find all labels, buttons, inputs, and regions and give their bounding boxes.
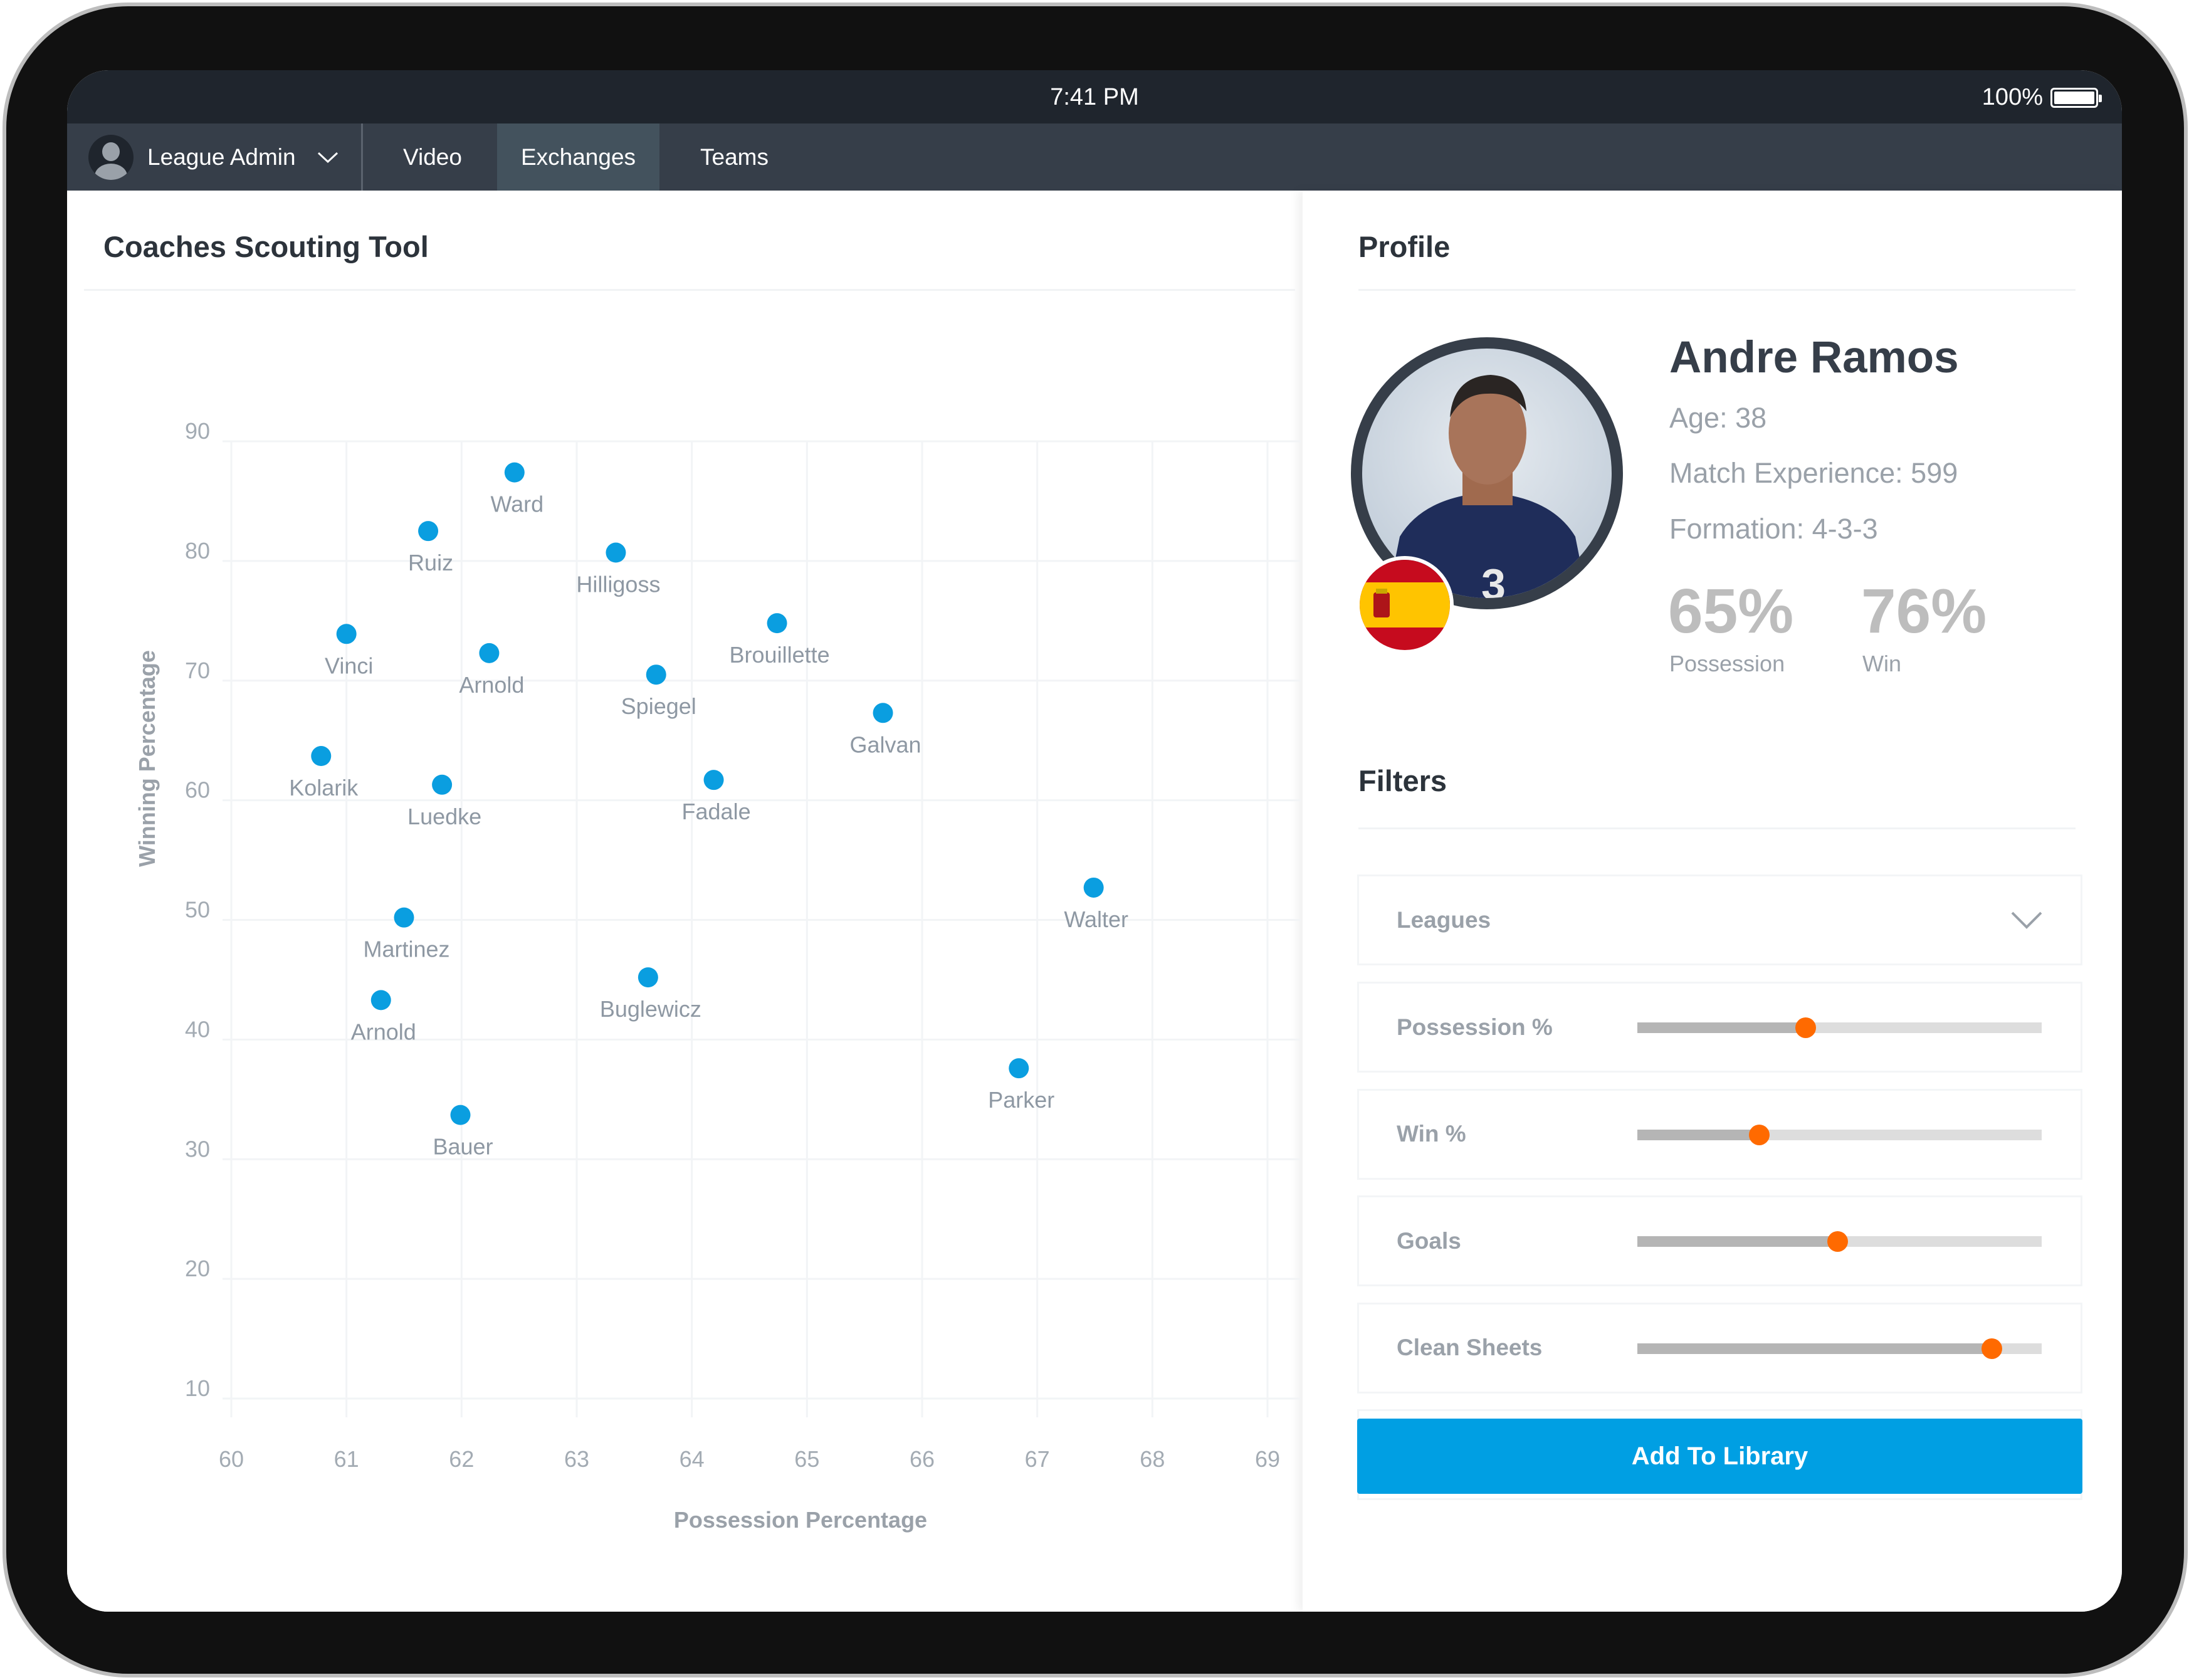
page-title: Coaches Scouting Tool xyxy=(103,230,429,263)
possession-stat: 65% xyxy=(1668,576,1794,646)
battery-icon xyxy=(2050,87,2102,108)
tab-video[interactable]: Video xyxy=(363,123,502,191)
divider xyxy=(1358,827,2076,829)
nav-divider xyxy=(361,123,363,191)
divider xyxy=(84,289,1295,291)
status-bar: 7:41 PM 100% xyxy=(67,70,2122,123)
battery-percent: 100% xyxy=(1981,84,2043,110)
filter-slider[interactable] xyxy=(1637,1017,2042,1038)
divider xyxy=(1358,289,2076,291)
slider-thumb[interactable] xyxy=(1795,1017,1816,1038)
avatar-icon xyxy=(88,134,134,180)
chevron-down-icon xyxy=(317,152,338,163)
add-to-library-button[interactable]: Add To Library xyxy=(1357,1419,2082,1494)
slider-thumb[interactable] xyxy=(1981,1338,2003,1359)
clock: 7:41 PM xyxy=(1050,84,1139,110)
profile-title: Profile xyxy=(1358,230,1451,263)
user-menu[interactable]: League Admin xyxy=(88,123,339,191)
tab-teams[interactable]: Teams xyxy=(659,123,809,191)
leagues-label: Leagues xyxy=(1397,906,1491,933)
filter-label: Goals xyxy=(1397,1227,1461,1254)
slider-fill xyxy=(1637,1022,1805,1033)
win-label: Win xyxy=(1862,651,1901,676)
filter-slider[interactable] xyxy=(1637,1231,2042,1252)
leagues-dropdown[interactable]: Leagues xyxy=(1357,874,2082,965)
coach-formation: Formation: 4-3-3 xyxy=(1669,513,1878,545)
slider-fill xyxy=(1637,1129,1759,1140)
coach-name: Andre Ramos xyxy=(1669,333,1959,382)
win-stat: 76% xyxy=(1861,576,1987,646)
chevron-down-icon xyxy=(2011,911,2042,929)
slider-thumb[interactable] xyxy=(1748,1124,1770,1145)
filter-row: Goals xyxy=(1357,1195,2082,1286)
slider-fill xyxy=(1637,1236,1838,1247)
tab-label: Exchanges xyxy=(520,144,636,170)
user-name: League Admin xyxy=(147,144,296,170)
slider-thumb[interactable] xyxy=(1827,1231,1849,1252)
filter-row: Clean Sheets xyxy=(1357,1302,2082,1394)
filters-title: Filters xyxy=(1358,764,1447,797)
filter-slider[interactable] xyxy=(1637,1338,2042,1359)
tab-label: Video xyxy=(403,144,462,170)
slider-fill xyxy=(1637,1343,1992,1354)
filter-row: Win % xyxy=(1357,1088,2082,1180)
nav-bar: League Admin Video Exchanges Teams xyxy=(67,123,2122,191)
possession-label: Possession xyxy=(1669,651,1785,676)
filter-label: Clean Sheets xyxy=(1397,1335,1543,1360)
filter-slider[interactable] xyxy=(1637,1124,2042,1145)
tab-label: Teams xyxy=(700,144,769,170)
coach-experience: Match Experience: 599 xyxy=(1669,457,1958,489)
filter-row: Possession % xyxy=(1357,982,2082,1073)
svg-text:3: 3 xyxy=(1481,560,1506,599)
filter-label: Possession % xyxy=(1397,1014,1553,1040)
spain-flag-icon xyxy=(1356,556,1454,654)
tab-exchanges[interactable]: Exchanges xyxy=(497,123,659,191)
filter-label: Win % xyxy=(1397,1121,1466,1147)
coach-age: Age: 38 xyxy=(1669,402,1767,434)
